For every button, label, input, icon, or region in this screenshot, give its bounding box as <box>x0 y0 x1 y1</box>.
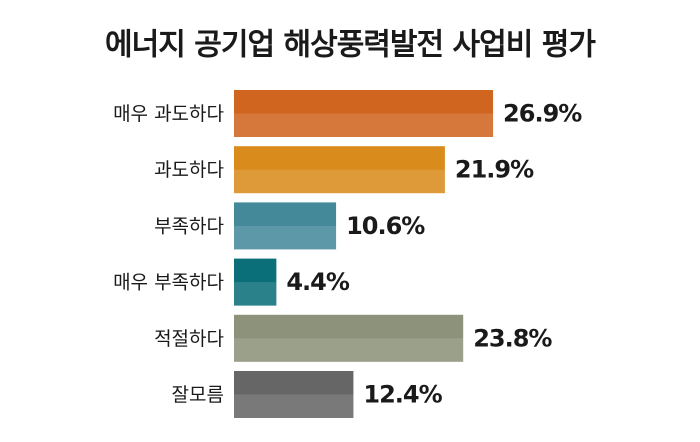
chart-title: 에너지 공기업 해상풍력발전 사업비 평가 <box>105 28 596 63</box>
value-label: 12.4% <box>363 381 442 409</box>
bar <box>234 258 277 306</box>
bar-shade <box>234 338 464 362</box>
category-label: 매우 부족하다 <box>113 272 224 294</box>
category-label: 적절하다 <box>154 328 224 350</box>
value-label: 26.9% <box>503 100 582 128</box>
value-label: 23.8% <box>473 324 552 352</box>
bar-shade <box>234 282 277 306</box>
bar-shade <box>234 225 337 250</box>
bar-shade <box>234 169 445 194</box>
category-label: 잘모름 <box>172 384 224 406</box>
bar <box>234 202 337 250</box>
bar <box>234 371 354 418</box>
bar <box>234 90 494 137</box>
bar-shade <box>234 394 354 418</box>
category-label: 과도하다 <box>154 159 224 181</box>
category-label: 부족하다 <box>154 215 224 237</box>
value-label: 10.6% <box>346 212 425 240</box>
value-label: 4.4% <box>286 268 350 296</box>
bar-shade <box>234 113 494 137</box>
bar <box>234 146 445 194</box>
value-label: 21.9% <box>455 156 534 184</box>
bar <box>234 314 464 362</box>
category-label: 매우 과도하다 <box>113 103 224 125</box>
